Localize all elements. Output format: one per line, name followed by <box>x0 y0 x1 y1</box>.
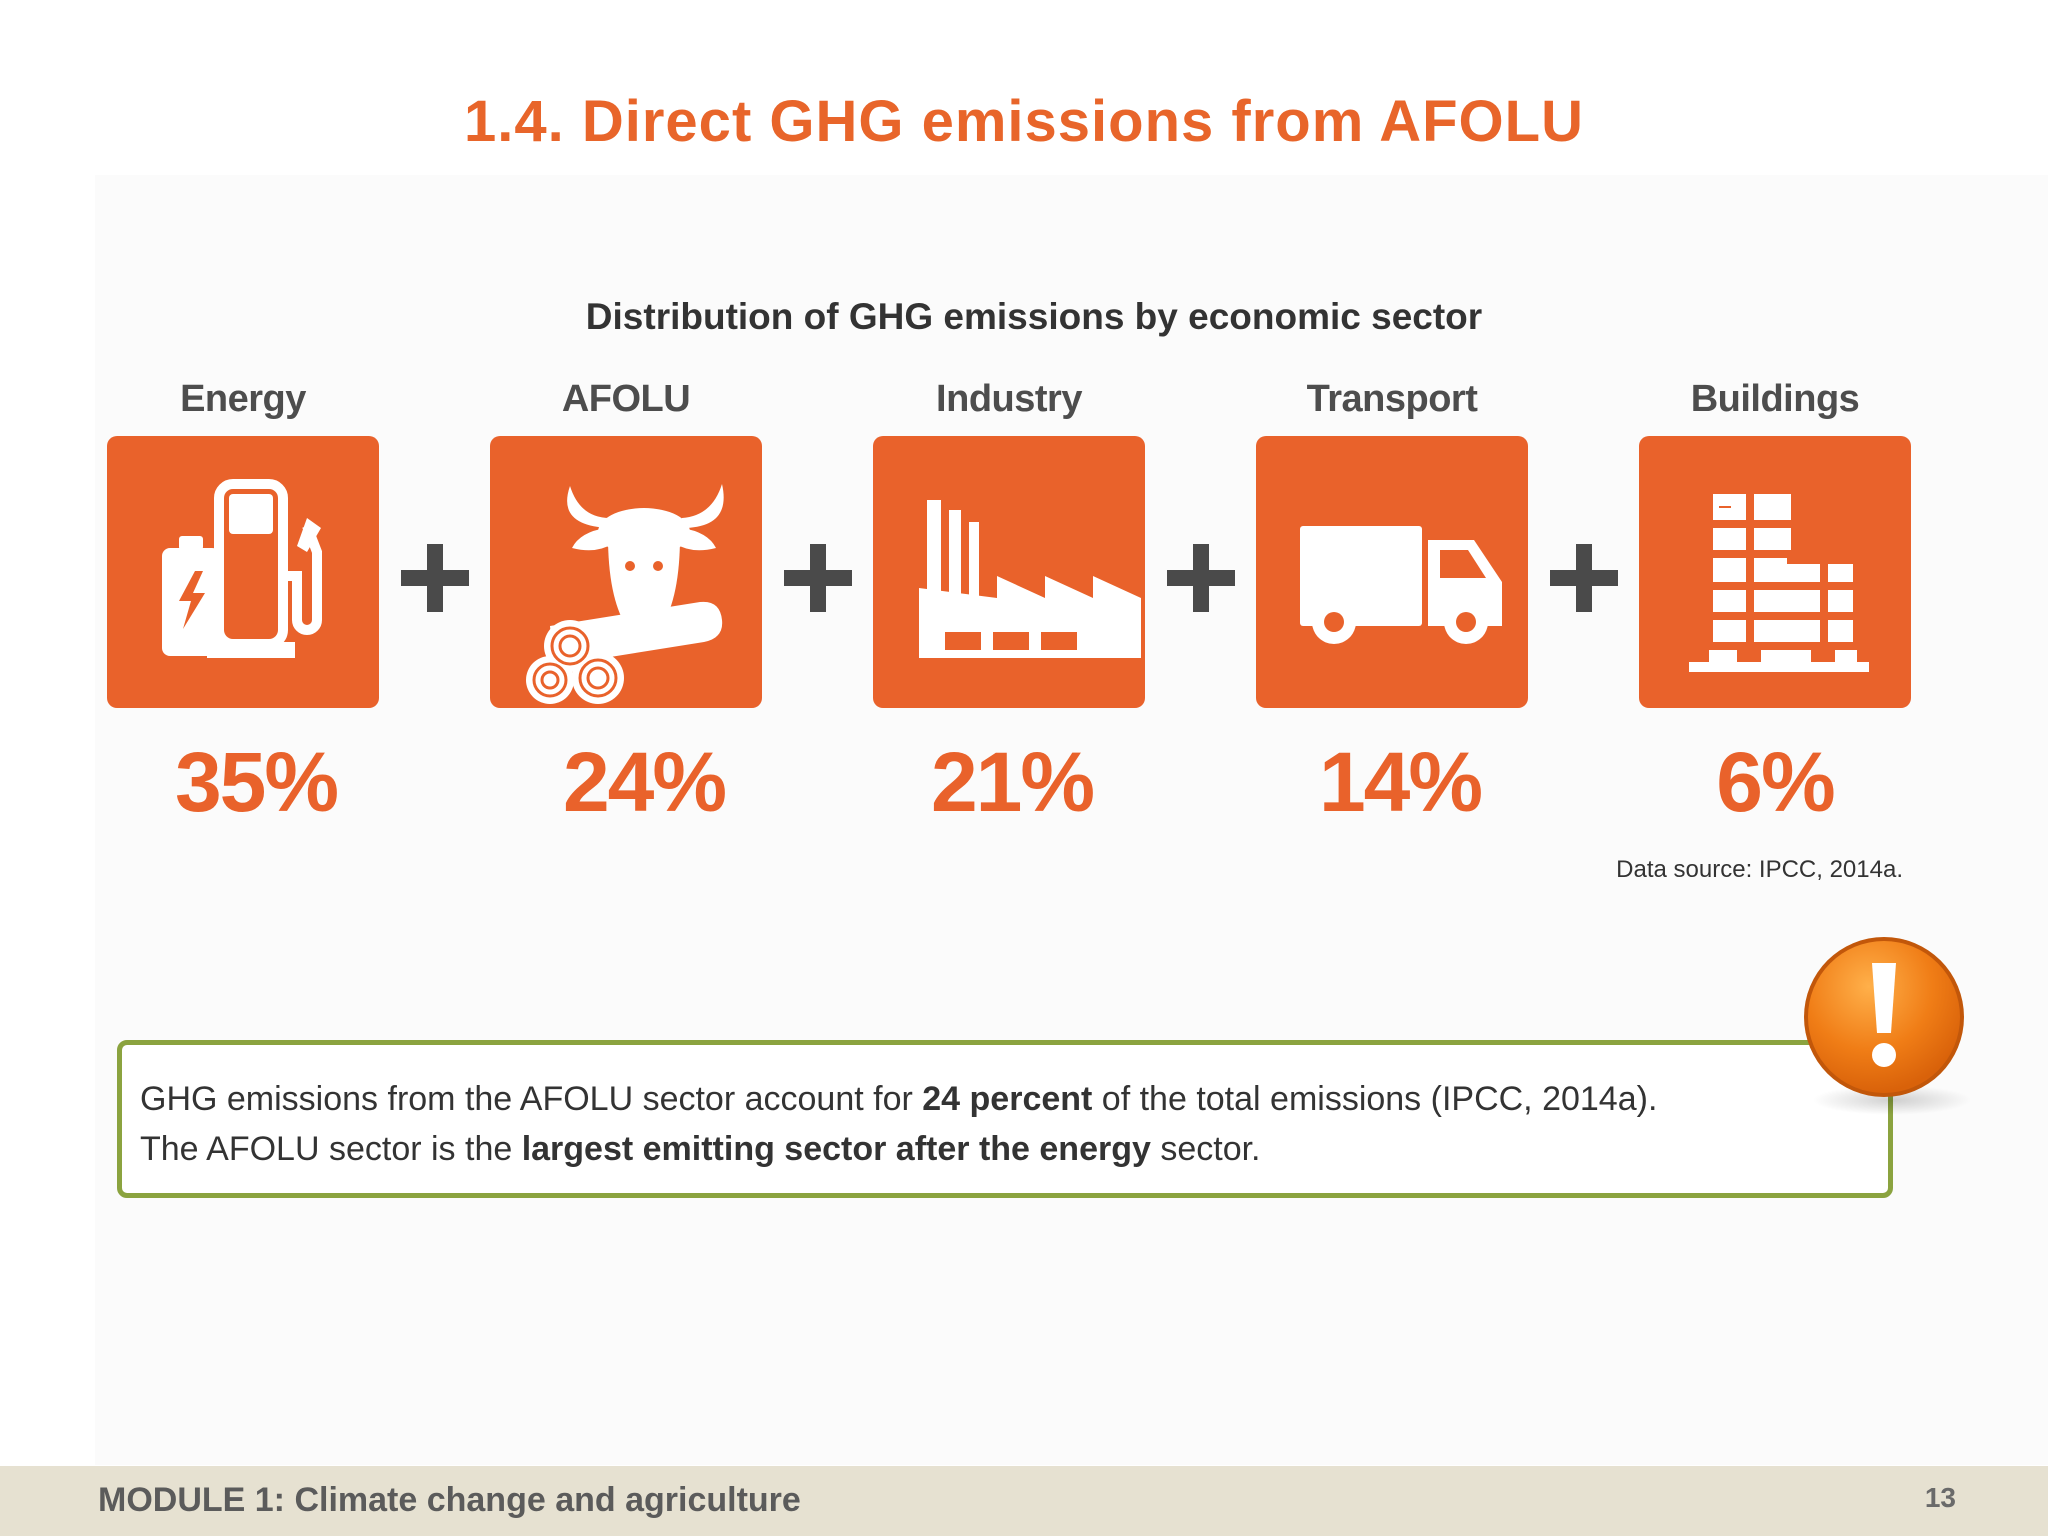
value-label-industry: 21% <box>930 735 1095 829</box>
sector-label-energy: Energy <box>180 378 306 420</box>
note-box <box>117 1040 1893 1198</box>
footer-bar <box>0 1466 2048 1536</box>
sector-label-buildings: Buildings <box>1690 378 1860 420</box>
page-number: 13 <box>1924 1482 1956 1513</box>
energy-tile <box>107 436 379 708</box>
fuel-pump-battery-icon <box>162 479 322 658</box>
factory-icon <box>919 500 1141 658</box>
plus-icon <box>1546 540 1622 616</box>
chart-title: Distribution of GHG emissions by economi… <box>585 296 1483 337</box>
afolu-tile <box>490 436 762 708</box>
industry-tile <box>873 436 1145 708</box>
building-icon <box>1689 486 1869 672</box>
value-label-afolu: 24% <box>562 735 727 829</box>
value-label-buildings: 6% <box>1716 735 1835 829</box>
note-line-2: The AFOLU sector is the largest emitting… <box>140 1130 1261 1168</box>
value-label-energy: 35% <box>174 735 339 829</box>
value-label-transport: 14% <box>1318 735 1483 829</box>
truck-icon <box>1300 526 1502 644</box>
page-title: 1.4. Direct GHG emissions from AFOLU <box>464 89 1584 154</box>
plus-icon <box>1163 540 1239 616</box>
data-source: Data source: IPCC, 2014a. <box>1616 856 1903 883</box>
transport-tile <box>1256 436 1528 708</box>
sector-label-industry: Industry <box>936 378 1082 420</box>
footer-module: MODULE 1: Climate change and agriculture <box>98 1481 801 1519</box>
note-line-1: GHG emissions from the AFOLU sector acco… <box>140 1080 1658 1118</box>
sector-label-transport: Transport <box>1306 378 1478 420</box>
buildings-tile <box>1639 436 1911 708</box>
note-text: GHG emissions from the AFOLU sector acco… <box>140 1074 1760 1174</box>
slide-background <box>95 175 2048 1465</box>
plus-icon <box>397 540 473 616</box>
plus-icon <box>780 540 856 616</box>
sector-label-afolu: AFOLU <box>561 378 691 420</box>
cow-logs-icon <box>526 484 724 704</box>
exclamation-icon <box>1800 933 1968 1101</box>
